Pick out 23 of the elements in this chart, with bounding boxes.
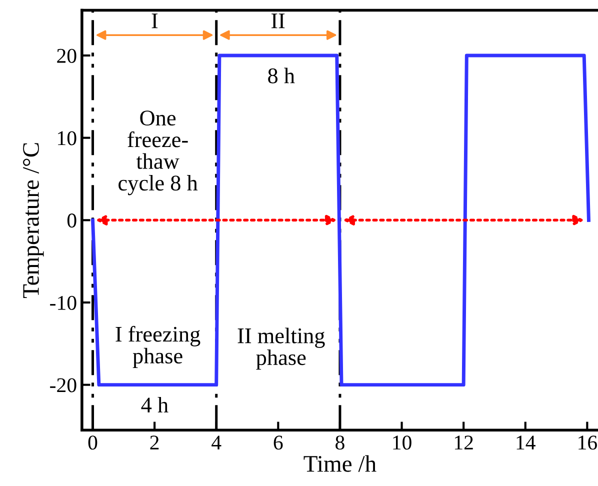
y-tick-label: 20 [57, 48, 76, 63]
annotation: 4 h [141, 396, 168, 412]
x-tick-label: 10 [393, 436, 412, 450]
x-tick-label: 4 [212, 436, 222, 450]
x-tick-label: 0 [88, 436, 98, 450]
annotation: II [271, 14, 285, 28]
x-tick-label: 16 [578, 436, 597, 450]
annotation: One freeze- thaw cycle 8 h [118, 110, 198, 196]
x-tick-label: 14 [516, 436, 536, 450]
y-tick-label: 0 [67, 214, 76, 228]
y-tick-label: 10 [58, 131, 76, 146]
x-tick-label: 2 [150, 436, 159, 450]
y-tick-label: -10 [50, 296, 76, 310]
annotation: I [152, 14, 158, 28]
annotation: I freezing phase [116, 326, 200, 368]
x-axis-title: Time /h [304, 455, 376, 472]
x-tick-label: 12 [454, 436, 473, 450]
annotation: 8 h [268, 68, 295, 84]
annotation: II melting phase [238, 328, 325, 370]
y-tick-label: -20 [50, 378, 76, 392]
x-tick-label: 8 [336, 436, 344, 450]
x-tick-label: 6 [274, 436, 283, 450]
y-axis-title: Temperature /°C [23, 143, 44, 298]
